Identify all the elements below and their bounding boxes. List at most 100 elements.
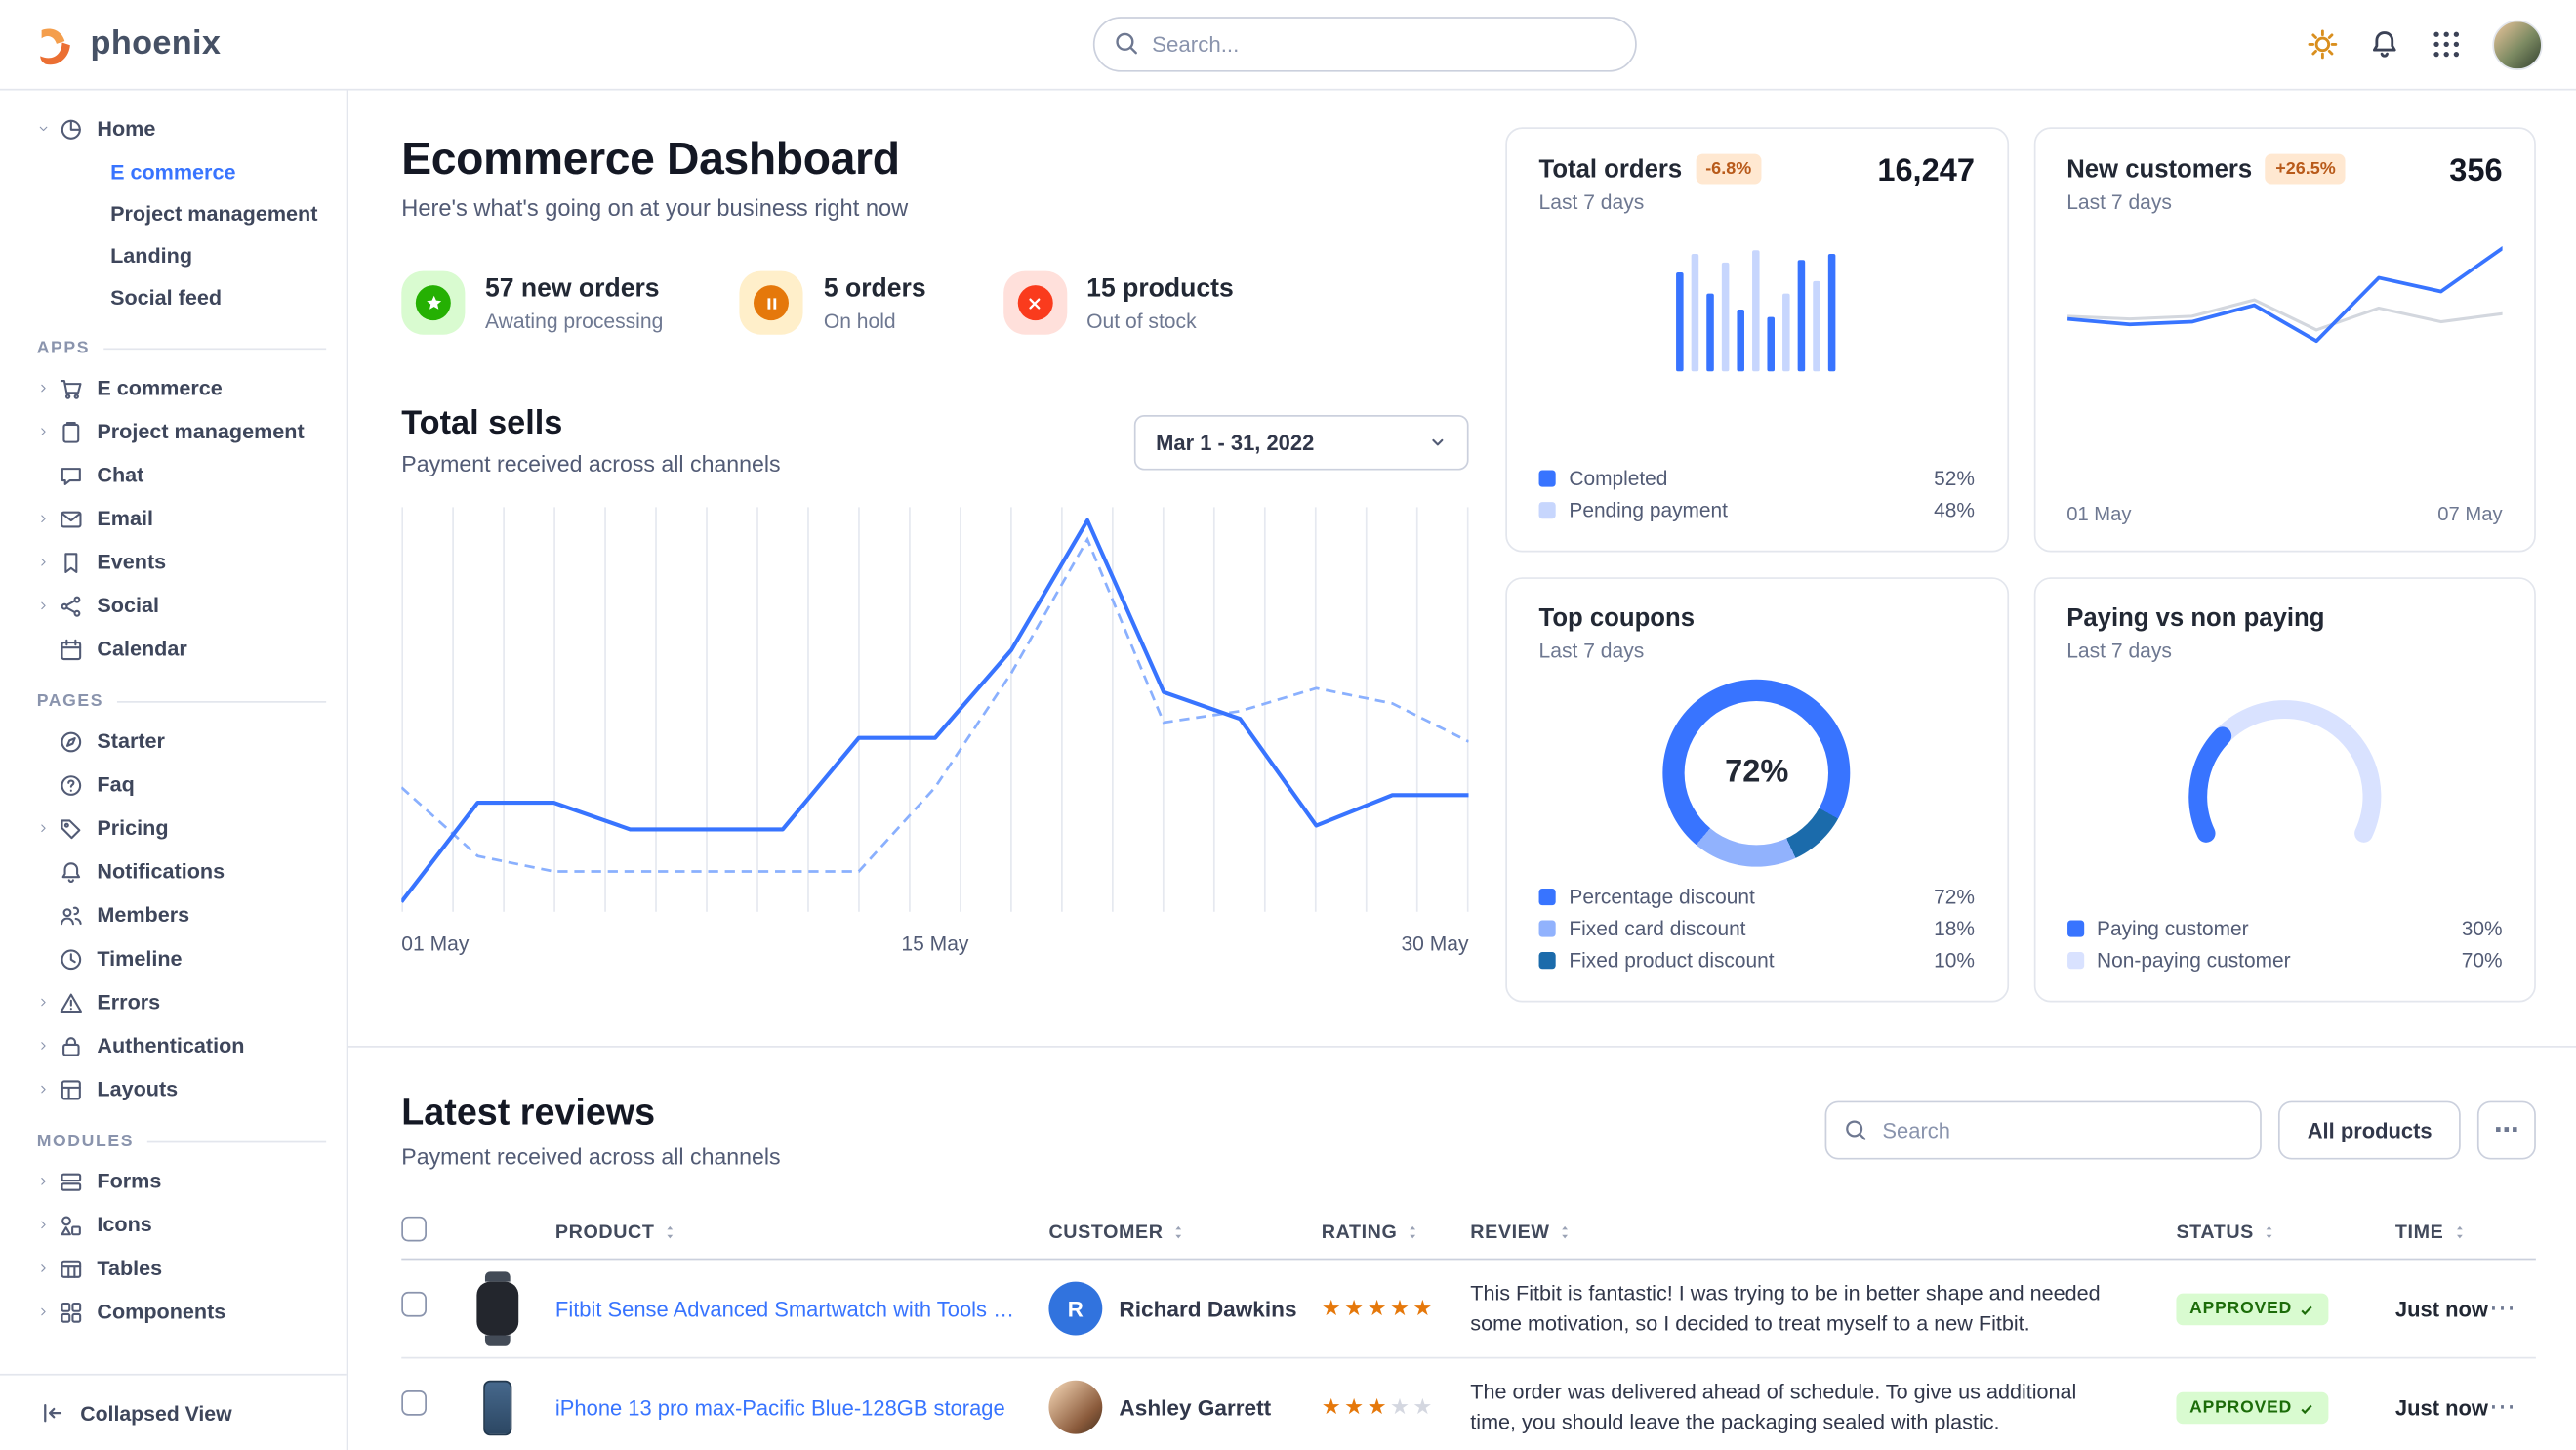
sidebar: Home E commerce Project management Landing S… xyxy=(0,90,348,1450)
legend-item-fixed-card-discount: Fixed card discount 18% xyxy=(1538,912,1975,944)
x-label-start: 01 May xyxy=(2066,502,2132,526)
sidebar-item-components[interactable]: Components xyxy=(0,1290,347,1334)
legend-swatch xyxy=(1538,888,1556,905)
sidebar-item-project-management[interactable]: Project management xyxy=(110,201,318,226)
product-link[interactable]: Fitbit Sense Advanced Smartwatch with To… xyxy=(554,1296,1029,1321)
chevron-right-icon xyxy=(41,601,46,610)
row-checkbox[interactable] xyxy=(401,1291,427,1317)
sidebar-item-pricing[interactable]: Pricing xyxy=(0,807,347,850)
sidebar-item-timeline[interactable]: Timeline xyxy=(0,937,347,981)
sidebar-item-social-feed[interactable]: Social feed xyxy=(110,285,223,310)
sidebar-item-events[interactable]: Events xyxy=(0,541,347,585)
table-icon xyxy=(61,1259,82,1278)
reviews-search-input[interactable] xyxy=(1825,1100,2263,1160)
stat-on-hold: 5 orders On hold xyxy=(740,270,926,335)
sidebar-item-project-management[interactable]: Project management xyxy=(0,410,347,454)
collapse-icon xyxy=(44,1404,62,1423)
form-icon xyxy=(61,1172,82,1190)
card-title: Paying vs non paying xyxy=(2066,603,2325,633)
layout-icon xyxy=(61,1079,81,1099)
column-header-time[interactable]: TIME xyxy=(2395,1222,2489,1243)
search-icon xyxy=(1116,32,1138,55)
column-header-customer[interactable]: CUSTOMER xyxy=(1048,1222,1321,1243)
rating-stars: ★★★★★ xyxy=(1321,1393,1436,1420)
latest-reviews-section: Latest reviews Payment received across a… xyxy=(348,1048,2576,1450)
x-icon xyxy=(1029,297,1041,309)
brand-logo[interactable]: phoenix xyxy=(33,22,221,66)
sidebar-item-starter[interactable]: Starter xyxy=(0,720,347,764)
sidebar-item-errors[interactable]: Errors xyxy=(0,980,347,1024)
sidebar-item-social[interactable]: Social xyxy=(0,584,347,628)
sidebar-item-members[interactable]: Members xyxy=(0,893,347,937)
sidebar-item-notifications[interactable]: Notifications xyxy=(0,850,347,894)
bookmark-icon xyxy=(64,552,78,573)
date-range-select[interactable]: Mar 1 - 31, 2022 xyxy=(1133,414,1469,471)
stat-out-of-stock: 15 products Out of stock xyxy=(1002,270,1234,335)
compass-icon xyxy=(61,730,82,752)
collapsed-view-button[interactable]: Collapsed View xyxy=(0,1373,347,1450)
table-row: iPhone 13 pro max-Pacific Blue-128GB sto… xyxy=(401,1358,2536,1450)
sidebar-item-e-commerce[interactable]: E commerce xyxy=(0,366,347,410)
column-header-rating[interactable]: RATING xyxy=(1322,1222,1471,1243)
sidebar-section-label: MODULES xyxy=(37,1133,347,1151)
calendar-icon xyxy=(61,638,82,660)
legend-swatch xyxy=(1538,951,1556,969)
search-input[interactable] xyxy=(1093,17,1638,72)
total-sells-title: Total sells xyxy=(401,404,563,442)
collapsed-view-label: Collapsed View xyxy=(80,1401,232,1426)
chevron-right-icon xyxy=(41,1178,46,1185)
review-text: The order was delivered ahead of schedul… xyxy=(1470,1380,2077,1434)
sort-icon xyxy=(2267,1225,2273,1239)
reviews-title: Latest reviews xyxy=(401,1091,656,1134)
row-menu-button[interactable]: ⋯ xyxy=(2489,1292,2515,1325)
row-menu-button[interactable]: ⋯ xyxy=(2489,1390,2515,1424)
product-link[interactable]: iPhone 13 pro max-Pacific Blue-128GB sto… xyxy=(554,1394,1005,1421)
sort-icon xyxy=(1175,1225,1182,1239)
pause-icon xyxy=(740,270,804,335)
chevron-right-icon xyxy=(41,428,46,435)
card-period: Last 7 days xyxy=(2066,639,2172,663)
total-orders-bar-chart xyxy=(1539,241,1975,372)
sidebar-item-landing[interactable]: Landing xyxy=(110,243,193,268)
sidebar-section-label: APPS xyxy=(37,340,347,358)
column-header-status[interactable]: STATUS xyxy=(2176,1222,2394,1243)
select-all-checkbox[interactable] xyxy=(401,1215,427,1241)
grid-icon[interactable] xyxy=(2431,28,2463,61)
share-icon xyxy=(61,595,81,616)
sun-icon[interactable] xyxy=(2307,28,2339,61)
legend-item-percentage-discount: Percentage discount 72% xyxy=(1538,880,1975,912)
sidebar-item-email[interactable]: Email xyxy=(0,497,347,541)
sidebar-item-home[interactable]: Home xyxy=(0,107,347,151)
chevron-right-icon xyxy=(41,384,46,393)
clipboard-icon xyxy=(62,421,80,442)
bell-icon[interactable] xyxy=(2369,28,2401,61)
more-options-button[interactable]: ⋯ xyxy=(2476,1100,2536,1160)
sidebar-item-chat[interactable]: Chat xyxy=(0,453,347,497)
column-header-product[interactable]: PRODUCT xyxy=(555,1222,1049,1243)
legend-item-paying-customer: Paying customer 30% xyxy=(2066,912,2503,944)
top-coupons-donut-chart: 72% xyxy=(1662,679,1851,867)
sidebar-item-icons[interactable]: Icons xyxy=(0,1203,347,1247)
sidebar-item-authentication[interactable]: Authentication xyxy=(0,1024,347,1068)
avatar[interactable] xyxy=(2492,19,2543,70)
chevron-right-icon xyxy=(41,998,46,1007)
column-header-review[interactable]: REVIEW xyxy=(1470,1222,2176,1243)
x-axis-label: 01 May xyxy=(401,932,470,956)
card-value: 356 xyxy=(2449,153,2503,189)
x-axis-label: 30 May xyxy=(1401,932,1469,956)
chevron-right-icon xyxy=(41,558,46,566)
legend-swatch xyxy=(2066,919,2084,936)
sidebar-item-faq[interactable]: Faq xyxy=(0,763,347,807)
sidebar-item-calendar[interactable]: Calendar xyxy=(0,628,347,672)
stat-awating-processing: 57 new orders Awating processing xyxy=(401,270,663,335)
brand-name: phoenix xyxy=(90,24,222,62)
mail-icon xyxy=(61,510,82,527)
sidebar-item-e-commerce[interactable]: E commerce xyxy=(110,159,236,184)
star-icon xyxy=(401,270,466,335)
all-products-button[interactable]: All products xyxy=(2278,1100,2461,1160)
sidebar-item-tables[interactable]: Tables xyxy=(0,1247,347,1291)
sidebar-item-layouts[interactable]: Layouts xyxy=(0,1067,347,1111)
sidebar-item-forms[interactable]: Forms xyxy=(0,1160,347,1204)
shapes-icon xyxy=(61,1215,81,1235)
row-checkbox[interactable] xyxy=(401,1390,427,1416)
